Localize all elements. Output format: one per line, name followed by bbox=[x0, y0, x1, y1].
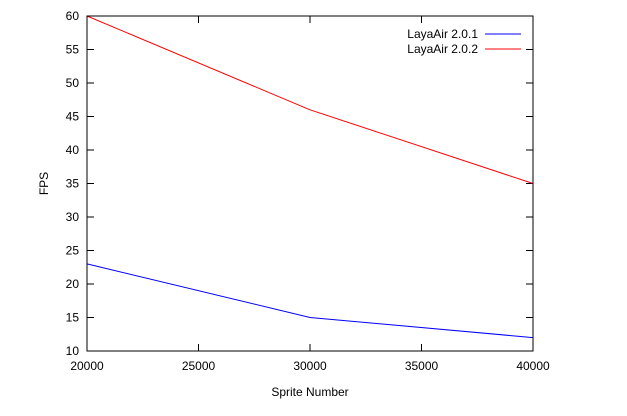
legend-label: LayaAir 2.0.2 bbox=[407, 42, 478, 56]
axis-ticks: 20000 25000 30000 35000 40000 10 15 20 25 30 35 40 4… bbox=[66, 9, 550, 373]
x-tick-label: 30000 bbox=[293, 359, 327, 373]
y-tick-label: 20 bbox=[66, 277, 80, 291]
y-tick-label: 10 bbox=[66, 344, 80, 358]
y-tick-label: 55 bbox=[66, 43, 80, 57]
y-axis-title: FPS bbox=[37, 172, 51, 195]
y-tick-label: 50 bbox=[66, 76, 80, 90]
series-lines bbox=[86, 15, 534, 339]
series-line bbox=[86, 263, 534, 339]
y-tick-label: 60 bbox=[66, 9, 80, 23]
x-tick-label: 25000 bbox=[182, 359, 216, 373]
x-tick-label: 20000 bbox=[70, 359, 104, 373]
y-tick-label: 25 bbox=[66, 244, 80, 258]
series-line bbox=[86, 15, 534, 184]
x-axis-title: Sprite Number bbox=[271, 385, 348, 399]
plot-frame bbox=[86, 15, 534, 352]
x-tick-label: 40000 bbox=[516, 359, 550, 373]
y-tick-label: 35 bbox=[66, 177, 80, 191]
y-tick-label: 15 bbox=[66, 311, 80, 325]
y-tick-label: 30 bbox=[66, 210, 80, 224]
legend-label: LayaAir 2.0.1 bbox=[407, 27, 478, 41]
x-tick-label: 35000 bbox=[405, 359, 439, 373]
y-tick-label: 40 bbox=[66, 143, 80, 157]
y-tick-label: 45 bbox=[66, 110, 80, 124]
